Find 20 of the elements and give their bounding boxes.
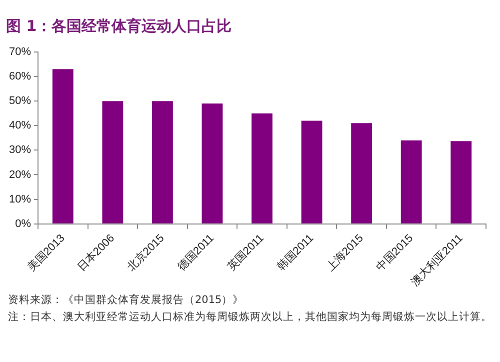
y-tick-label: 50%: [8, 95, 32, 108]
text: 注：日本、澳大利亚经常运动人口标准为每周锻炼两次以上，其他国家均为每周锻炼一次以上计算。: [8, 310, 492, 325]
bar: [102, 101, 124, 224]
bar: [301, 120, 322, 224]
y-tick-label: 30%: [8, 144, 32, 156]
y-tick-label: 40%: [8, 120, 32, 132]
bar: [252, 113, 272, 224]
bar: [202, 104, 223, 224]
chart-title: 图 1：各国经常体育运动人口占比: [6, 16, 232, 35]
bar: [351, 123, 372, 224]
y-tick-label: 70%: [8, 46, 32, 58]
bar: [450, 141, 472, 224]
y-tick-label: 10%: [8, 193, 32, 206]
bar: [152, 101, 173, 224]
y-tick-label: 60%: [8, 70, 32, 83]
text: 资料来源：《中国群众体育发展报告（2015）》: [8, 293, 245, 308]
y-tick-label: 20%: [8, 168, 32, 181]
bar: [400, 140, 422, 224]
bar: [52, 69, 74, 224]
y-tick-label: 0%: [15, 218, 32, 230]
